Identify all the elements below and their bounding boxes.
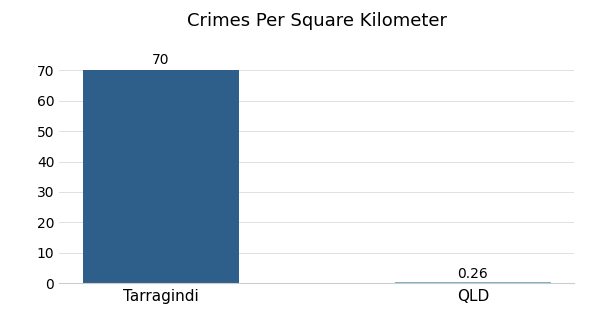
Bar xyxy=(83,70,239,283)
Text: 0.26: 0.26 xyxy=(458,267,488,281)
Title: Crimes Per Square Kilometer: Crimes Per Square Kilometer xyxy=(186,12,447,30)
Bar xyxy=(395,282,551,283)
Text: 70: 70 xyxy=(152,53,169,67)
